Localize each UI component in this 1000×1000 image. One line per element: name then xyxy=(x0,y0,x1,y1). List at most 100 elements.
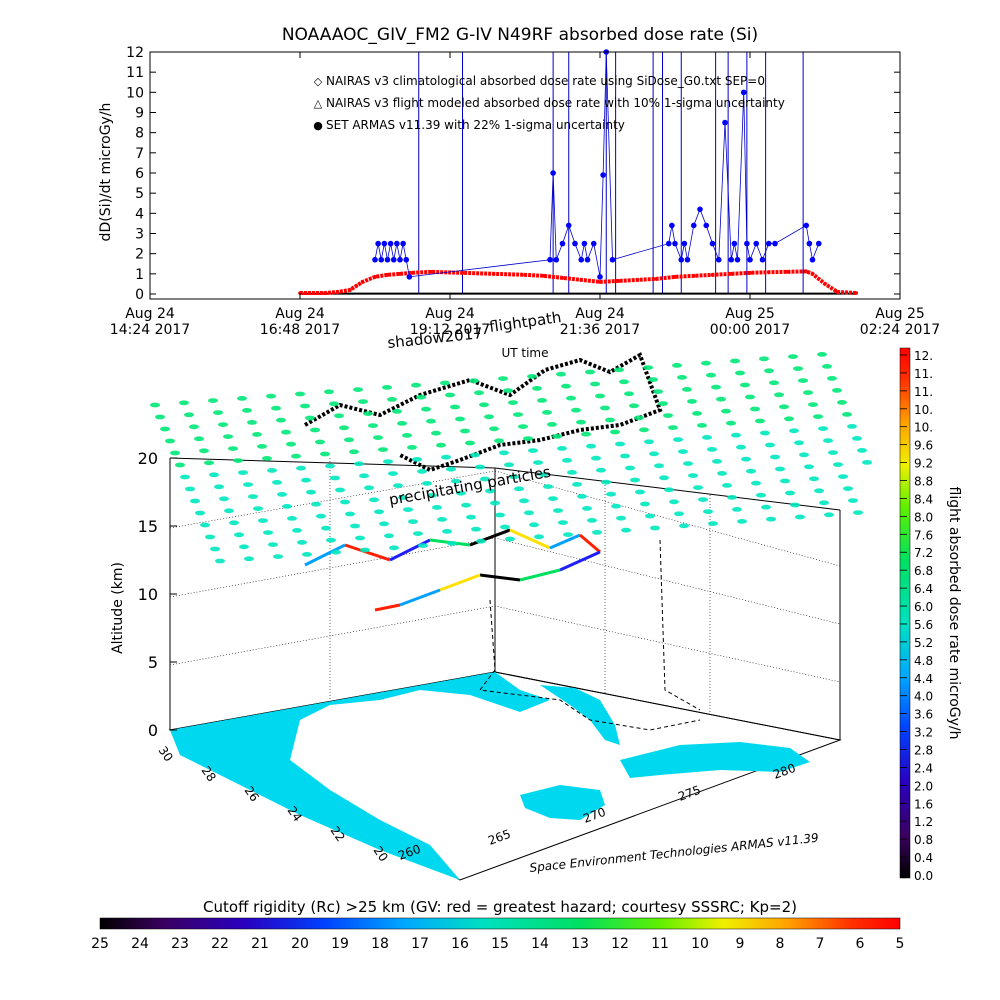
rigidity-dot xyxy=(529,522,539,528)
rigidity-dot xyxy=(664,487,674,493)
rigidity-dot xyxy=(331,549,341,555)
rigidity-dot xyxy=(416,394,426,400)
rigidity-dot xyxy=(498,376,508,381)
nairas-climatological-point xyxy=(348,288,352,292)
x-tick-label-time: 02:24 2017 xyxy=(860,322,940,338)
dose-colorbar-tick-label: 1.6 xyxy=(914,797,933,811)
rigidity-dot xyxy=(562,458,572,463)
rigidity-dot xyxy=(765,442,775,448)
armas-point xyxy=(581,240,588,247)
annotation-flightpath: flightpath xyxy=(488,308,562,336)
rigidity-dot xyxy=(789,428,799,434)
rigidity-dot xyxy=(469,378,479,384)
rigidity-dot xyxy=(766,516,776,522)
dose-colorbar-tick-label: 8.8 xyxy=(914,475,933,489)
rigidity-dot xyxy=(489,426,499,432)
rigidity-dot xyxy=(616,515,626,521)
rigidity-dot xyxy=(466,514,476,520)
rigidity-dot xyxy=(813,414,823,419)
armas-point xyxy=(747,256,753,263)
rigidity-dot xyxy=(229,520,239,526)
rigidity-dot xyxy=(302,552,312,557)
rigidity-dot xyxy=(553,508,563,513)
rigidity-dot xyxy=(769,380,779,386)
altitude-tick-label: 0 xyxy=(148,721,158,740)
rigidity-dot xyxy=(523,436,533,441)
armas-point xyxy=(378,256,385,263)
rigidity-dot xyxy=(552,434,562,439)
latitude-tick-label: 30 xyxy=(156,744,176,765)
flight-segment xyxy=(559,550,601,572)
rigidity-dot xyxy=(706,372,716,378)
rigidity-dot xyxy=(199,448,209,454)
flight-3d-view: shadow2017 flightpath precipitating part… xyxy=(110,308,872,881)
rigidity-dot xyxy=(432,505,442,510)
rigidity-dot xyxy=(703,509,713,514)
altitude-tick-label: 20 xyxy=(138,449,158,468)
rigidity-dot xyxy=(683,461,693,466)
x-tick-label-date: Aug 24 xyxy=(575,306,625,322)
rigidity-dot xyxy=(451,478,461,484)
nairas-climatological-point xyxy=(491,272,496,276)
rigidity-dot xyxy=(237,396,247,401)
nairas-climatological-point xyxy=(598,280,602,284)
rigidity-dot xyxy=(630,477,640,483)
rigidity-dot xyxy=(731,432,741,438)
rigidity-dot xyxy=(417,469,427,474)
rigidity-dot xyxy=(620,453,630,459)
y-tick-label: 3 xyxy=(135,227,144,243)
rigidity-colorbar-label: Cutoff rigidity (Rc) >25 km (GV: red = g… xyxy=(203,898,797,916)
x-axis-label: UT time xyxy=(501,346,548,360)
armas-point xyxy=(803,222,810,229)
rigidity-dot xyxy=(475,464,485,470)
rigidity-dot xyxy=(605,417,615,423)
rigidity-dot xyxy=(577,494,587,499)
rigidity-dot xyxy=(437,517,447,522)
rigidity-dot xyxy=(644,439,654,445)
top-chart: NOAAAOC_GIV_FM2 G-IV N49RF absorbed dose… xyxy=(98,25,940,360)
rigidity-dot xyxy=(208,398,218,403)
rigidity-dot xyxy=(184,412,194,418)
rigidity-dot xyxy=(785,490,795,496)
rigidity-colorbar-tick-label: 15 xyxy=(491,936,509,952)
back-wall-top xyxy=(169,457,496,469)
rigidity-dot xyxy=(413,531,423,536)
longitude-tick-label: 265 xyxy=(486,827,512,848)
armas-point xyxy=(753,240,760,247)
rigidity-dot xyxy=(436,442,446,448)
rigidity-dot xyxy=(455,416,465,422)
rigidity-dot xyxy=(717,471,727,476)
armas-point xyxy=(565,222,572,229)
nairas-climatological-point xyxy=(354,284,359,288)
rigidity-dot xyxy=(760,430,770,436)
flight-segment xyxy=(344,543,391,562)
rigidity-dot xyxy=(824,512,834,518)
rigidity-dot xyxy=(243,482,253,487)
rigidity-dot xyxy=(359,473,369,479)
dose-colorbar-tick-label: 4.0 xyxy=(914,690,933,704)
rigidity-dot xyxy=(427,493,437,498)
rigidity-dot xyxy=(692,411,702,416)
rigidity-dot xyxy=(697,423,707,428)
rigidity-dot xyxy=(363,411,373,416)
rigidity-dot xyxy=(750,406,760,412)
rigidity-dot xyxy=(814,488,824,494)
top-plot-frame xyxy=(149,51,901,300)
rigidity-dot xyxy=(804,464,814,470)
dose-colorbar-tick-label: 9.2 xyxy=(914,457,933,471)
rigidity-dot xyxy=(393,483,403,488)
rigidity-dot xyxy=(316,513,326,519)
rigidity-dot xyxy=(780,478,790,484)
rigidity-dot xyxy=(674,511,684,517)
flight-segment xyxy=(304,543,346,567)
armas-point xyxy=(734,256,741,263)
rigidity-dot xyxy=(645,513,655,519)
x-tick-label-date: Aug 24 xyxy=(425,306,475,322)
rigidity-dot xyxy=(799,452,809,458)
armas-point xyxy=(375,240,381,247)
dose-colorbar-tick-label: 9.6 xyxy=(914,439,933,453)
armas-point xyxy=(406,274,413,280)
rigidity-dot xyxy=(350,523,360,529)
armas-point xyxy=(553,256,560,263)
